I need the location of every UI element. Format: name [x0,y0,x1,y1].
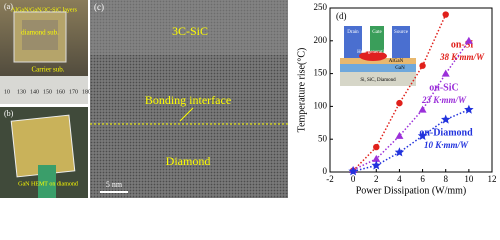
gate-contact [370,26,384,58]
series-note: 38 K·mm/W [439,52,485,62]
point [348,166,358,176]
ruler-number: 10 [4,89,10,95]
point [372,154,381,162]
series-name: on-SiC [429,82,458,93]
annotation: 3C-SiC [172,24,208,38]
panel-a: (a) AlGaN/GaN/3C-SiC layers diamond sub.… [0,0,91,104]
y-tick-label: 50 [318,133,328,143]
inset-label: AlGaN [389,59,404,64]
algan [340,58,416,64]
x-tick-label: 6 [420,174,425,184]
x-tick-label: 10 [464,174,474,184]
x-tick-label: 0 [351,174,356,184]
heat-spot [359,51,387,61]
inset-label: Si, SiC, Diamond [360,78,396,83]
panel-b: (b) GaN HEMT on diamond [0,107,88,198]
panel-label: (c) [94,2,104,12]
annotation: diamond sub. [21,29,59,37]
y-tick-label: 250 [314,2,328,12]
y-axis-title: Temperature rise(°C) [296,48,307,133]
ruler-number: 150 [43,89,52,95]
panel-d: (d) Power Dissipation (W/mm) Temperature… [296,2,496,196]
figure: (a) AlGaN/GaN/3C-SiC layers diamond sub.… [0,0,497,198]
panel-label: (a) [4,2,13,11]
x-tick-label: 12 [488,174,497,184]
plot-frame [329,7,493,173]
gan [340,64,416,72]
panel-label: (d) [336,11,347,21]
page: (a) AlGaN/GaN/3C-SiC layers diamond sub.… [0,0,497,198]
point [419,62,426,69]
ruler-number: 160 [56,89,65,95]
annotation: GaN HEMT on diamond [18,181,78,187]
point [417,130,428,140]
ruler-number: 170 [69,89,78,95]
x-tick-label: 8 [443,174,448,184]
inset-label: Heat generating [357,50,389,55]
annotation: Diamond [166,154,211,168]
ruler-number: 140 [30,89,39,95]
point [395,131,404,139]
annotation: AlGaN/GaN/3C-SiC layers [11,7,77,13]
ruler-number: 130 [17,89,26,95]
ruler-number: 180 [82,89,91,95]
x-axis-title: Power Dissipation (W/mm) [356,185,467,196]
point [418,105,427,113]
panel-label: (b) [4,109,14,118]
point [464,36,473,44]
series-name: on-Diamond [419,127,473,138]
point [441,114,451,124]
point [373,143,380,151]
inset-label: Drain [347,30,359,35]
annotation: Carrier sub. [31,66,64,74]
trend-line [352,40,470,171]
y-tick-label: 200 [314,35,328,45]
y-tick-label: 0 [323,166,328,176]
x-tick-label: 4 [397,174,402,184]
point [464,104,474,114]
panel-c: (c) 3C-SiC Bonding interface Diamond 5 n… [90,0,288,198]
series-note: 23 K·mm/W [421,95,467,105]
point [396,99,403,107]
series-name: on-Si [451,39,473,50]
point [371,160,381,170]
source-contact [344,26,362,58]
amorphous-top [90,0,288,55]
drain-contact [392,26,410,58]
inset: Drain Gate Source AlGaN GaN Heat generat… [340,26,416,86]
x-tick-label: -2 [326,174,334,184]
arrow [179,107,194,122]
point [441,69,450,77]
y-tick-label: 100 [314,100,328,110]
inset-label: Source [394,30,409,35]
inset-label: Gate [372,30,382,35]
series-note: 10 K·mm/W [424,140,469,150]
inset-label: GaN [395,66,405,71]
y-tick-label: 150 [314,68,328,78]
point [394,147,405,157]
cable [38,165,56,198]
chip [22,20,58,50]
ruler [0,76,88,104]
x-tick-label: 2 [374,174,379,184]
annotation: Bonding interface [145,93,231,107]
trend-line [352,14,447,172]
substrate [340,72,416,86]
point [442,11,449,18]
scale-label: 5 nm [106,180,123,189]
